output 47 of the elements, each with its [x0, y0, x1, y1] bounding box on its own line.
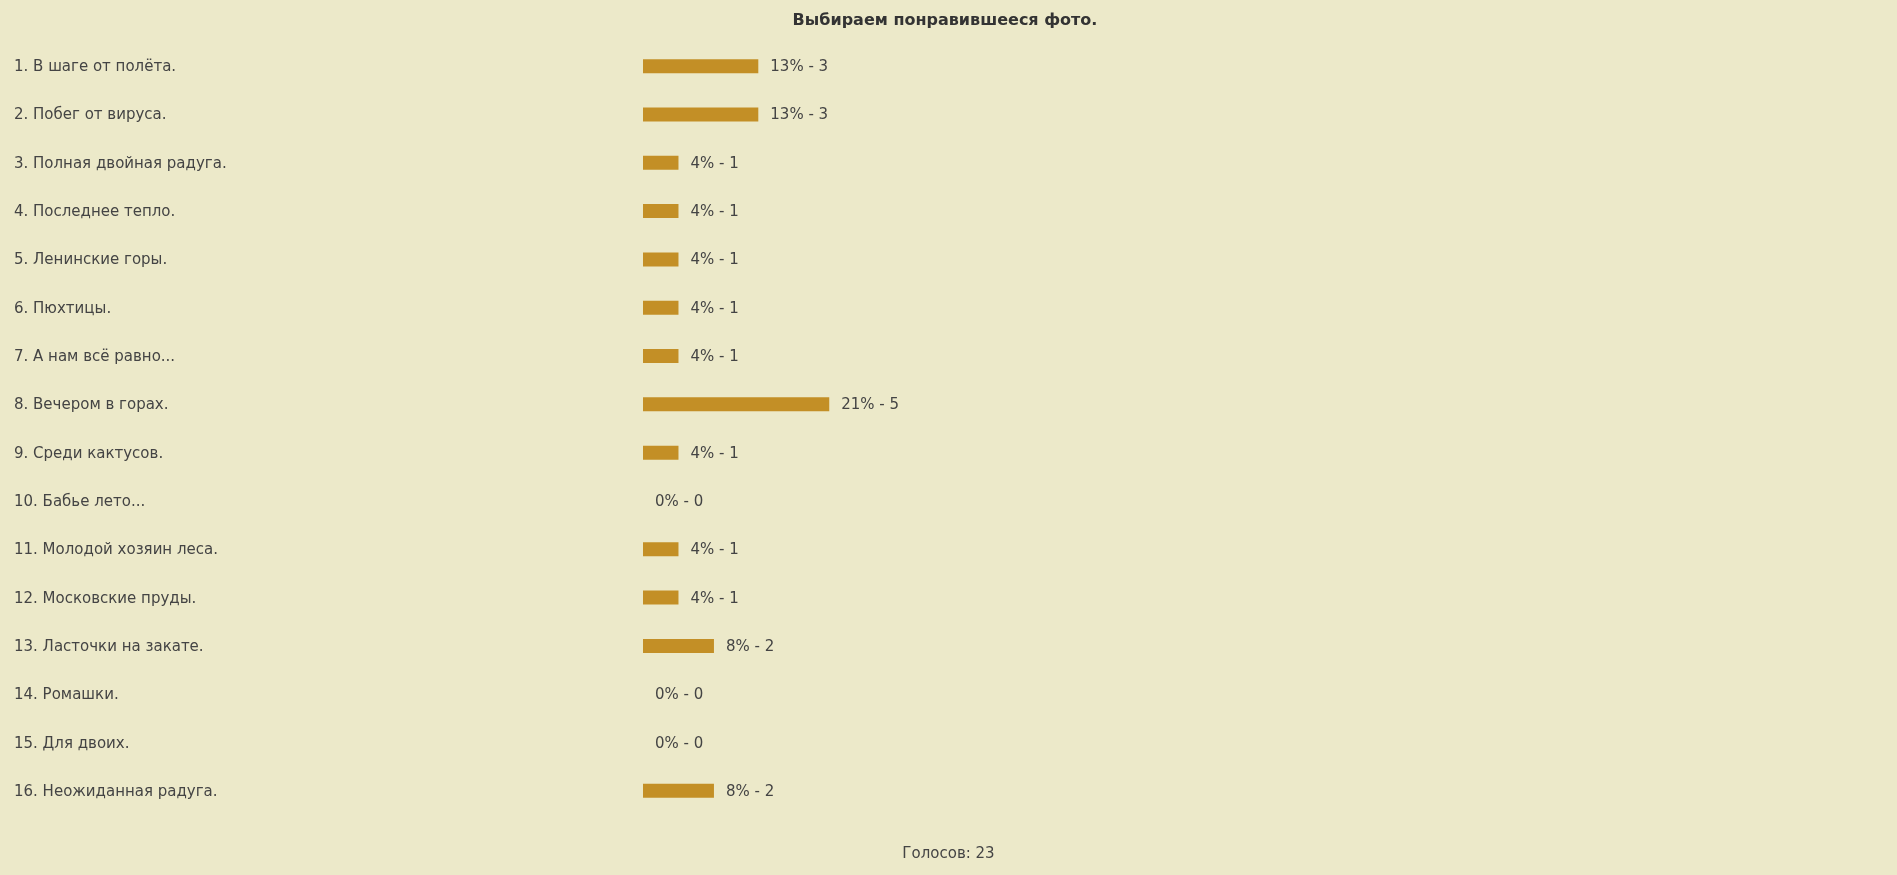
data-label: 0% - 0: [655, 491, 704, 510]
y-tick-label: 1. В шаге от полёта.: [14, 57, 177, 76]
data-label: 4% - 1: [690, 202, 739, 221]
y-tick-label: 8. Вечером в горах.: [14, 395, 169, 414]
y-tick-label: 4. Последнее тепло.: [14, 202, 176, 221]
text: Голосов: 23: [902, 843, 995, 862]
y-tick-label: 16. Неожиданная радуга.: [14, 781, 218, 800]
bar: [643, 783, 714, 798]
data-label: 8% - 2: [725, 781, 775, 800]
data-label: 4% - 1: [690, 443, 739, 462]
bar: [643, 300, 679, 315]
data-label: 4% - 1: [690, 588, 739, 607]
data-label: 4% - 1: [690, 540, 739, 559]
data-label: 0% - 0: [655, 733, 704, 752]
data-label: 4% - 1: [690, 153, 739, 172]
y-tick-label: 7. А нам всё равно...: [14, 347, 176, 366]
y-tick-label: 9. Среди кактусов.: [14, 443, 164, 462]
data-label: 13% - 3: [770, 57, 829, 76]
bar: [643, 397, 830, 412]
y-tick-label: 3. Полная двойная радуга.: [14, 153, 227, 172]
bar: [643, 349, 679, 364]
data-label: 4% - 1: [690, 250, 739, 269]
data-label: 8% - 2: [725, 636, 775, 655]
y-tick-label: 6. Пюхтицы.: [14, 298, 112, 317]
bar: [643, 638, 714, 653]
y-tick-label: 2. Побег от вируса.: [14, 105, 167, 124]
data-label: 0% - 0: [655, 685, 704, 704]
data-label: 4% - 1: [690, 347, 739, 366]
data-label: 21% - 5: [841, 395, 900, 414]
y-tick-label: 5. Ленинские горы.: [14, 250, 168, 269]
y-tick-label: 14. Ромашки.: [14, 685, 119, 704]
bar: [643, 445, 679, 460]
y-tick-label: 10. Бабье лето...: [14, 491, 146, 510]
bar: [643, 252, 679, 267]
y-tick-label: 13. Ласточки на закате.: [14, 636, 204, 655]
y-tick-label: 11. Молодой хозяин леса.: [14, 540, 218, 559]
bar: [643, 155, 679, 170]
data-label: 4% - 1: [690, 298, 739, 317]
y-tick-label: 15. Для двоих.: [14, 733, 130, 752]
bar: [643, 59, 759, 74]
bar: [643, 204, 679, 219]
bar: [643, 590, 679, 605]
text: Выбираем понравившееся фото.: [792, 9, 1098, 29]
bar: [643, 107, 759, 122]
bar: [643, 542, 679, 557]
y-tick-label: 12. Московские пруды.: [14, 588, 197, 607]
data-label: 13% - 3: [770, 105, 829, 124]
